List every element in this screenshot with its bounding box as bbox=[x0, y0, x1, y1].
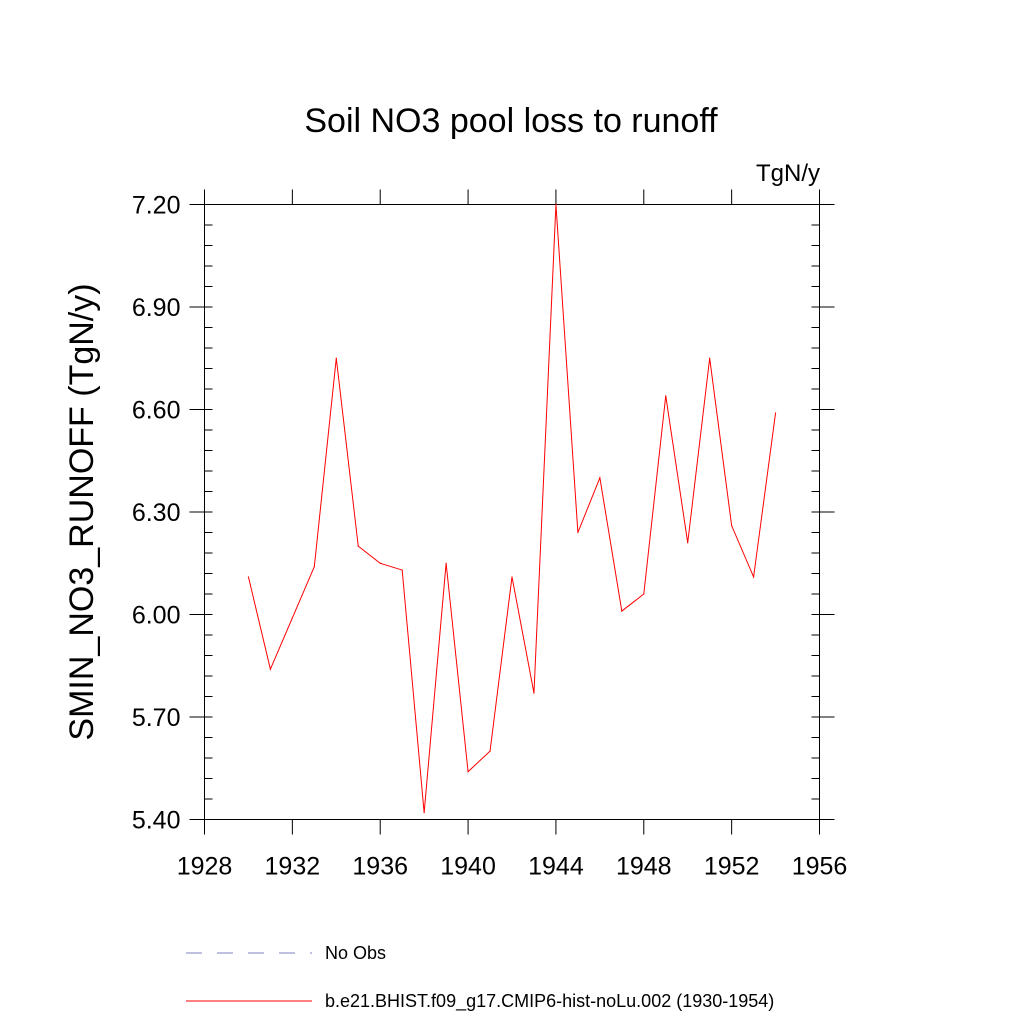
data-point bbox=[313, 566, 315, 568]
x-tick-label: 1932 bbox=[265, 853, 321, 881]
chart-title: Soil NO3 pool loss to runoff bbox=[304, 102, 718, 140]
y-tick-label: 5.40 bbox=[132, 807, 181, 835]
data-point bbox=[247, 576, 250, 578]
data-point bbox=[533, 692, 535, 694]
data-point bbox=[621, 610, 623, 612]
data-point bbox=[357, 545, 359, 547]
x-tick-label: 1956 bbox=[792, 853, 848, 881]
data-point bbox=[379, 562, 381, 564]
y-tick-label: 6.00 bbox=[132, 602, 181, 630]
data-point bbox=[423, 812, 425, 814]
y-tick-label: 7.20 bbox=[132, 192, 181, 220]
data-point bbox=[753, 576, 755, 578]
x-tick-label: 1940 bbox=[440, 853, 496, 881]
data-point bbox=[335, 357, 337, 359]
data-point bbox=[577, 531, 579, 534]
x-tick-label: 1952 bbox=[704, 853, 760, 881]
data-point bbox=[467, 771, 469, 773]
data-point bbox=[709, 357, 711, 359]
y-tick-label: 5.70 bbox=[132, 704, 181, 732]
legend-label-model: b.e21.BHIST.f09_g17.CMIP6-hist-noLu.002 … bbox=[325, 991, 774, 1012]
y-tick-label: 6.90 bbox=[132, 294, 181, 322]
x-tick-label: 1948 bbox=[616, 853, 672, 881]
data-point bbox=[445, 562, 447, 564]
data-point bbox=[774, 412, 777, 414]
data-point bbox=[511, 576, 513, 578]
x-tick-label: 1936 bbox=[352, 853, 408, 881]
legend: No Obs b.e21.BHIST.f09_g17.CMIP6-hist-no… bbox=[186, 943, 774, 1012]
legend-label-no-obs: No Obs bbox=[325, 943, 386, 963]
data-point bbox=[555, 203, 557, 206]
units-label: TgN/y bbox=[756, 160, 820, 187]
y-tick-label: 6.30 bbox=[132, 499, 181, 527]
data-point bbox=[401, 569, 403, 571]
x-tick-label: 1928 bbox=[177, 853, 233, 881]
data-point bbox=[643, 593, 645, 595]
data-point bbox=[269, 668, 271, 670]
data-point bbox=[291, 617, 293, 619]
series-layer bbox=[247, 203, 777, 814]
series-line-0 bbox=[247, 204, 777, 813]
data-point bbox=[731, 525, 733, 527]
data-point bbox=[665, 395, 667, 397]
y-axis-label: SMIN_NO3_RUNOFF (TgN/y) bbox=[63, 283, 101, 740]
axis-ticks bbox=[189, 189, 835, 835]
data-point bbox=[489, 750, 491, 752]
data-point bbox=[599, 477, 601, 479]
x-tick-label: 1944 bbox=[528, 853, 584, 881]
data-point bbox=[687, 542, 689, 544]
y-tick-label: 6.60 bbox=[132, 397, 181, 425]
plot-frame bbox=[204, 204, 820, 820]
tick-labels: 1928 1932 1936 1940 1944 1948 1952 1956 5.40 5.70… bbox=[132, 192, 847, 881]
